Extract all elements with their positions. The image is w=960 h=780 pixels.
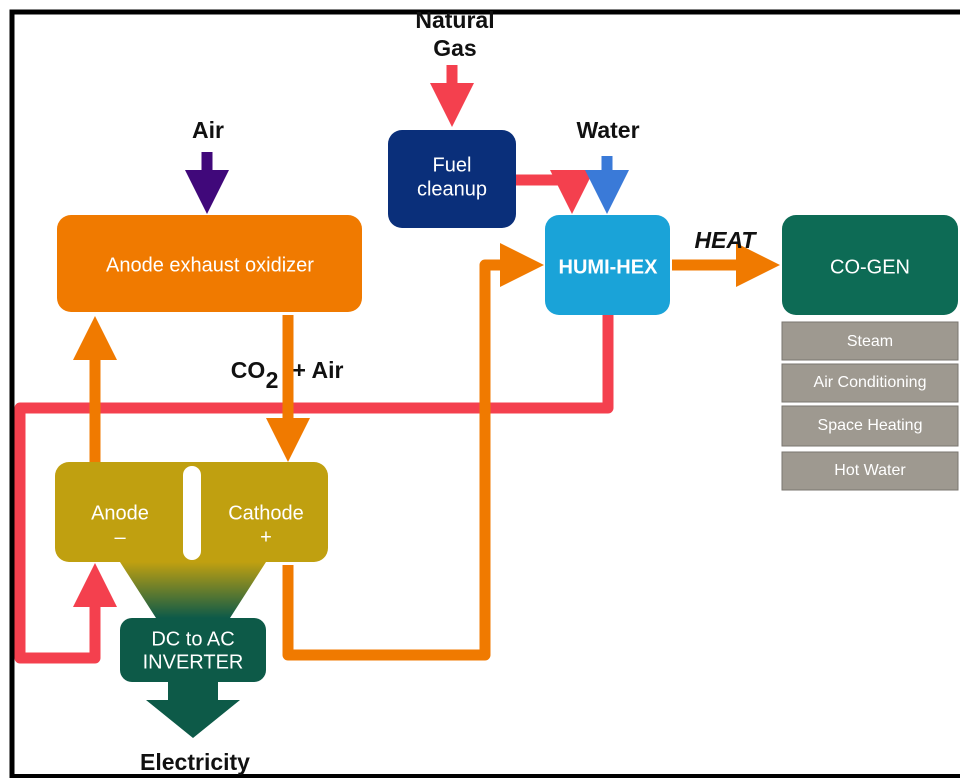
funnel [120,562,266,618]
node-label: Cathode [228,502,304,524]
exhaust-loop [14,315,614,664]
heat-label: HEAT [695,227,758,253]
output-arrow [146,680,240,738]
use-label: Hot Water [834,462,906,479]
use-label: Steam [847,333,893,350]
node-label: cleanup [417,178,487,200]
node-label: Anode exhaust oxidizer [106,254,314,276]
uses: Steam Air Conditioning Space Heating Hot… [781,321,959,491]
fuel-to-humihex [516,170,594,214]
use-box [781,451,959,491]
node-label: CO-GEN [830,256,910,278]
use-label: Air Conditioning [814,374,927,391]
input-label: Air [192,117,224,143]
input-label: Natural [415,7,494,33]
node-label: – [114,526,126,548]
node-label: Fuel [433,154,472,176]
frame [9,9,960,778]
co2-sub: 2 [266,367,279,393]
input-label: Gas [433,35,476,61]
input-label: Water [576,117,639,143]
fuel-cleanup-box [388,130,516,228]
use-box [781,363,959,403]
node-label: HUMI-HEX [559,256,659,278]
node-label: INVERTER [143,651,244,673]
use-box [781,321,959,361]
cathode-to-humihex [282,243,544,661]
use-label: Space Heating [818,417,923,434]
node-label: Anode [91,502,149,524]
oxidizer-box [57,215,362,312]
co2-rest: + Air [293,357,344,383]
co2-base: CO [231,357,266,383]
cogen-box [782,215,958,315]
inverter-box [120,618,266,682]
node-label: + [260,526,272,548]
humihex-box [545,215,670,315]
output-label: Electricity [140,749,250,775]
use-box [781,405,959,447]
electrolyte-slot [183,466,201,560]
node-label: DC to AC [151,628,234,650]
